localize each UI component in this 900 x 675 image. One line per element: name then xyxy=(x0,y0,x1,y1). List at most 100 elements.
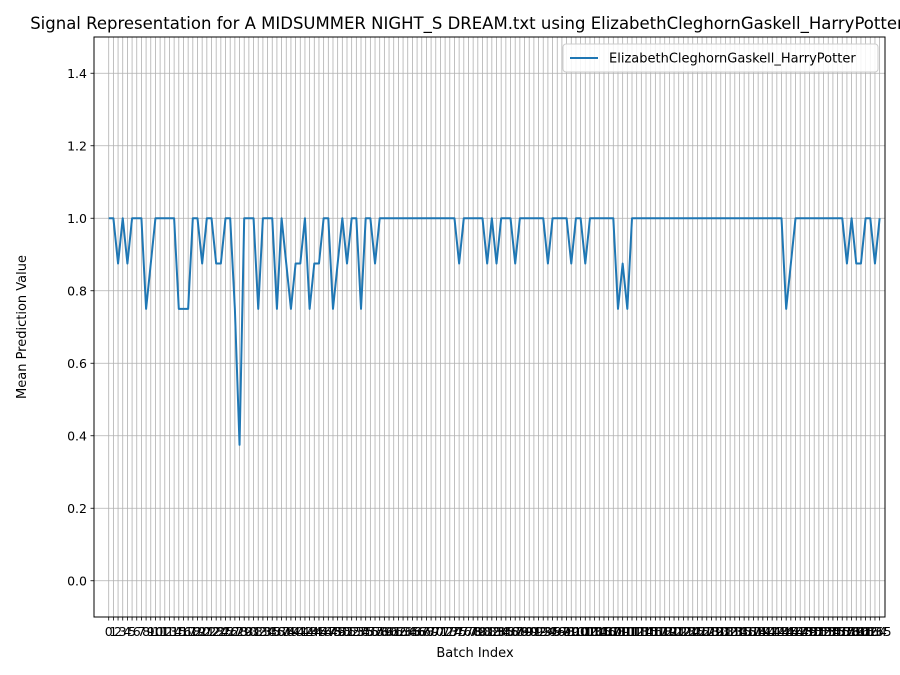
x-tick-label: 130 xyxy=(704,624,728,639)
x-tick-label: 127 xyxy=(690,624,714,639)
x-tick-label: 60 xyxy=(381,624,397,639)
x-tick-label: 91 xyxy=(526,624,542,639)
series-line xyxy=(108,217,881,446)
x-tick-label: 9 xyxy=(147,624,155,639)
x-tick-label: 41 xyxy=(292,624,308,639)
x-tick-label: 24 xyxy=(213,624,229,639)
x-tick-label: 58 xyxy=(372,624,388,639)
y-tick-label: 0.8 xyxy=(67,283,87,298)
x-tick-label: 42 xyxy=(297,624,313,639)
y-tick-label: 0.6 xyxy=(67,356,87,371)
x-tick-label: 148 xyxy=(788,624,812,639)
legend-label: ElizabethCleghornGaskell_HarryPotter xyxy=(609,52,856,67)
x-tick-label: 48 xyxy=(325,624,341,639)
x-tick-label: 111 xyxy=(615,624,639,639)
x-tick-label: 149 xyxy=(793,624,817,639)
x-tick-label: 140 xyxy=(751,624,775,639)
x-tick-label: 75 xyxy=(451,624,467,639)
x-tick-label: 85 xyxy=(498,624,514,639)
x-tick-label: 110 xyxy=(611,624,635,639)
x-tick-label: 80 xyxy=(475,624,491,639)
x-tick-label: 100 xyxy=(564,624,588,639)
x-tick-label: 92 xyxy=(531,624,547,639)
y-tick-label: 1.2 xyxy=(67,138,87,153)
x-tick-label: 25 xyxy=(218,624,234,639)
x-tick-label: 55 xyxy=(358,624,374,639)
x-tick-label: 97 xyxy=(554,624,570,639)
x-tick-label: 76 xyxy=(456,624,472,639)
x-tick-label: 115 xyxy=(634,624,658,639)
x-tick-label: 99 xyxy=(563,624,579,639)
x-tick-label: 95 xyxy=(545,624,561,639)
x-tick-label: 62 xyxy=(390,624,406,639)
x-tick-label: 129 xyxy=(699,624,723,639)
x-tick-label: 22 xyxy=(204,624,220,639)
x-tick-label: 154 xyxy=(816,624,840,639)
x-tick-label: 159 xyxy=(840,624,864,639)
x-tick-label: 146 xyxy=(779,624,803,639)
x-tick-label: 26 xyxy=(222,624,238,639)
x-tick-label: 106 xyxy=(592,624,616,639)
x-tick-label: 57 xyxy=(367,624,383,639)
x-tick-label: 37 xyxy=(274,624,290,639)
x-tick-label: 126 xyxy=(685,624,709,639)
x-tick-label: 156 xyxy=(826,624,850,639)
x-tick-label: 136 xyxy=(732,624,756,639)
x-tick-label: 133 xyxy=(718,624,742,639)
x-tick-label: 114 xyxy=(629,624,653,639)
chart-title: Signal Representation for A MIDSUMMER NI… xyxy=(30,14,900,34)
x-tick-label: 0 xyxy=(105,624,113,639)
x-tick-label: 109 xyxy=(606,624,630,639)
x-tick-label: 116 xyxy=(639,624,663,639)
x-tick-label: 71 xyxy=(432,624,448,639)
x-tick-label: 117 xyxy=(643,624,667,639)
x-tick-label: 144 xyxy=(770,624,794,639)
x-tick-label: 46 xyxy=(316,624,332,639)
x-tick-label: 121 xyxy=(662,624,686,639)
x-tick-label: 105 xyxy=(587,624,611,639)
x-tick-label: 20 xyxy=(194,624,210,639)
x-tick-label: 82 xyxy=(484,624,500,639)
x-tick-label: 160 xyxy=(844,624,868,639)
x-tick-label: 10 xyxy=(147,624,163,639)
x-tick-label: 47 xyxy=(320,624,336,639)
x-tick-label: 88 xyxy=(512,624,528,639)
x-tick-label: 164 xyxy=(863,624,887,639)
x-tick-label: 66 xyxy=(409,624,425,639)
x-tick-label: 103 xyxy=(578,624,602,639)
x-tick-label: 137 xyxy=(737,624,761,639)
y-axis-ticks: 0.0 0.2 0.4 0.6 0.8 1.0 1.2 1.4 xyxy=(67,66,94,588)
x-tick-label: 17 xyxy=(180,624,196,639)
x-tick-label: 14 xyxy=(166,624,182,639)
x-tick-label: 2 xyxy=(114,624,122,639)
x-tick-label: 83 xyxy=(489,624,505,639)
x-tick-label: 131 xyxy=(709,624,733,639)
x-tick-label: 102 xyxy=(573,624,597,639)
x-tick-label: 108 xyxy=(601,624,625,639)
x-tick-label: 125 xyxy=(681,624,705,639)
x-tick-label: 59 xyxy=(376,624,392,639)
x-tick-label: 162 xyxy=(854,624,878,639)
x-tick-label: 78 xyxy=(465,624,481,639)
x-tick-label: 77 xyxy=(461,624,477,639)
y-tick-label: 0.0 xyxy=(67,573,87,588)
x-tick-label: 31 xyxy=(246,624,262,639)
x-tick-label: 93 xyxy=(535,624,551,639)
x-tick-label: 15 xyxy=(171,624,187,639)
x-tick-label: 112 xyxy=(620,624,644,639)
x-tick-label: 29 xyxy=(236,624,252,639)
x-tick-label: 107 xyxy=(597,624,621,639)
x-tick-label: 19 xyxy=(190,624,206,639)
x-tick-label: 86 xyxy=(503,624,519,639)
x-tick-label: 43 xyxy=(302,624,318,639)
x-tick-label: 12 xyxy=(157,624,173,639)
x-tick-label: 104 xyxy=(583,624,607,639)
x-tick-label: 157 xyxy=(830,624,854,639)
x-tick-label: 119 xyxy=(653,624,677,639)
x-tick-label: 120 xyxy=(657,624,681,639)
x-tick-label: 27 xyxy=(227,624,243,639)
x-tick-label: 53 xyxy=(348,624,364,639)
x-tick-label: 153 xyxy=(812,624,836,639)
x-tick-label: 161 xyxy=(849,624,873,639)
